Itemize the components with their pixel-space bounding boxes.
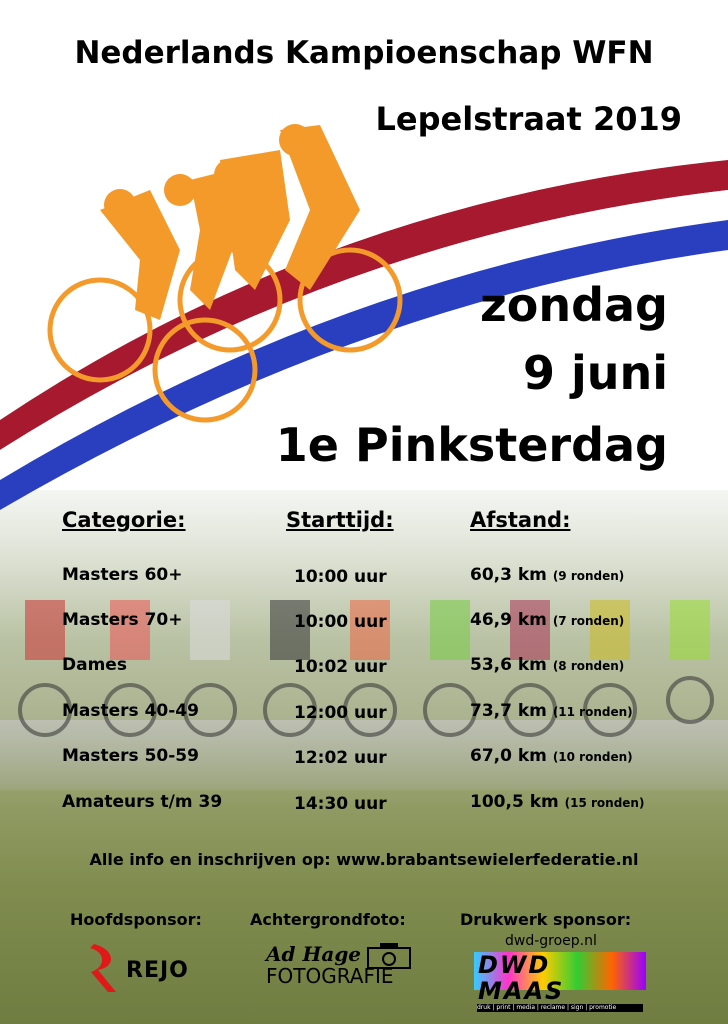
rejo-text: REJO xyxy=(126,958,189,983)
camera-icon xyxy=(367,943,411,969)
row-category: Masters 50-59 xyxy=(62,746,199,766)
header-category: Categorie: xyxy=(62,508,186,532)
row-distance: 46,9 km (7 ronden) xyxy=(470,610,624,630)
laps-value: (8 ronden) xyxy=(552,659,625,673)
row-start-time: 12:02 uur xyxy=(294,748,387,768)
distance-value: 73,7 km xyxy=(470,701,547,721)
row-category: Amateurs t/m 39 xyxy=(62,792,223,812)
header-distance: Afstand: xyxy=(470,508,571,532)
distance-value: 60,3 km xyxy=(470,565,547,585)
distance-value: 67,0 km xyxy=(470,746,547,766)
distance-value: 100,5 km xyxy=(470,792,559,812)
dwd-maas-logo: DWD MAAS druk | print | media | reclame … xyxy=(474,952,646,1012)
date-date: 9 juni xyxy=(522,346,668,400)
row-category: Masters 60+ xyxy=(62,565,183,585)
distance-value: 46,9 km xyxy=(470,610,547,630)
distance-value: 53,6 km xyxy=(470,655,547,675)
main-sponsor-label: Hoofdsponsor: xyxy=(70,910,202,929)
row-start-time: 14:30 uur xyxy=(294,794,387,814)
date-day: zondag xyxy=(479,278,668,332)
poster-subtitle: Lepelstraat 2019 xyxy=(375,100,682,138)
laps-value: (9 ronden) xyxy=(552,569,625,583)
header-start-time: Starttijd: xyxy=(286,508,394,532)
poster-title: Nederlands Kampioenschap WFN xyxy=(74,35,654,71)
row-start-time: 10:00 uur xyxy=(294,567,387,587)
dutch-flag-swoosh xyxy=(0,160,728,510)
photo-sponsor-label: Achtergrondfoto: xyxy=(250,910,406,929)
row-distance: 53,6 km (8 ronden) xyxy=(470,655,624,675)
row-category: Masters 40-49 xyxy=(62,701,199,721)
laps-value: (10 ronden) xyxy=(552,750,633,764)
info-line: Alle info en inschrijven op: www.brabant… xyxy=(89,850,639,869)
ad-hage-logo: Ad Hage FOTOGRAFIE xyxy=(266,942,411,988)
date-holiday: 1e Pinksterdag xyxy=(275,418,668,472)
ad-hage-text: Ad Hage xyxy=(266,942,362,966)
row-distance: 67,0 km (10 ronden) xyxy=(470,746,633,766)
cyclists-illustration xyxy=(47,124,403,423)
laps-value: (11 ronden) xyxy=(552,705,633,719)
row-distance: 100,5 km (15 ronden) xyxy=(470,792,644,812)
row-category: Masters 70+ xyxy=(62,610,183,630)
dwd-maas-text: DWD MAAS xyxy=(478,951,565,1005)
row-start-time: 10:00 uur xyxy=(294,612,387,632)
row-start-time: 12:00 uur xyxy=(294,703,387,723)
row-category: Dames xyxy=(62,655,127,675)
row-start-time: 10:02 uur xyxy=(294,657,387,677)
row-distance: 60,3 km (9 ronden) xyxy=(470,565,624,585)
peloton-photo xyxy=(18,600,714,737)
rejo-logo: REJO xyxy=(86,942,188,998)
laps-value: (7 ronden) xyxy=(552,614,625,628)
dwd-url: dwd-groep.nl xyxy=(505,933,597,949)
laps-value: (15 ronden) xyxy=(564,796,645,810)
print-sponsor-label: Drukwerk sponsor: xyxy=(460,910,632,929)
dwd-tagline: druk | print | media | reclame | sign | … xyxy=(477,1004,643,1012)
row-distance: 73,7 km (11 ronden) xyxy=(470,701,633,721)
rejo-r-icon xyxy=(90,944,116,992)
